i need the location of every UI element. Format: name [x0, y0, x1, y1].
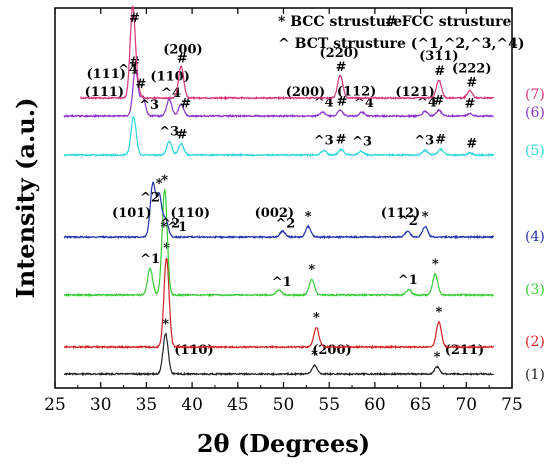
peak-label: (211): [445, 343, 484, 358]
peak-label: #: [336, 60, 347, 75]
peak-label: ^2: [140, 191, 160, 206]
peak-label: #: [435, 132, 446, 147]
peak-label: *^1: [160, 220, 187, 235]
peak-label: #: [135, 77, 146, 92]
peak-label: (110): [171, 206, 210, 221]
peak-label: (311): [419, 49, 458, 64]
peak-label: ^3: [414, 134, 434, 149]
x-tick-label: 40: [181, 395, 203, 415]
peak-label: *: [305, 210, 312, 225]
peak-label: *: [435, 305, 442, 320]
x-tick-label: 75: [501, 395, 523, 415]
peak-label: *: [156, 176, 163, 191]
x-tick-label: 65: [410, 395, 432, 415]
peak-label: (200): [286, 85, 325, 100]
peak-label: *: [434, 350, 441, 365]
series-line-2: [63, 257, 495, 350]
series-line-4: [63, 181, 495, 240]
x-tick-label: 30: [90, 395, 112, 415]
series-line-6: [63, 68, 494, 119]
peak-label: #: [129, 11, 140, 26]
x-tick-label: 60: [364, 395, 386, 415]
series-label-6: (6): [525, 105, 545, 121]
peak-label: #: [129, 55, 140, 70]
x-tick-label: 25: [44, 395, 66, 415]
peak-label: #: [433, 93, 444, 108]
peak-label: #: [466, 75, 477, 90]
peak-label: *: [161, 173, 168, 188]
peak-label: (112): [381, 206, 420, 221]
peak-label: (110): [174, 343, 213, 358]
peak-label: (200): [163, 43, 202, 58]
x-tick-label: 45: [227, 395, 249, 415]
peak-label: ^4: [354, 96, 374, 111]
peak-label: ^1: [140, 252, 160, 267]
series-line-5: [63, 115, 495, 158]
peak-label: ^4: [417, 95, 437, 110]
peak-label: ^3: [139, 98, 159, 113]
series-label-2: (2): [525, 334, 545, 350]
peak-label: ^3: [159, 125, 179, 140]
peak-label: ^1: [272, 275, 292, 290]
series-label-5: (5): [525, 143, 545, 159]
peak-label: #: [336, 132, 347, 147]
series-line-1: [63, 332, 494, 377]
peak-label: ^1: [398, 273, 418, 288]
peak-label: (101): [112, 206, 151, 221]
peak-label: (112): [337, 85, 376, 100]
peak-label: (111): [85, 85, 124, 100]
peak-label: #: [177, 127, 188, 142]
peak-label: #: [466, 137, 477, 152]
series-label-3: (3): [525, 282, 545, 298]
peak-label: *: [422, 210, 429, 225]
series-label-1: (1): [525, 367, 545, 383]
peak-label: *: [308, 262, 315, 277]
peak-label: #: [465, 97, 476, 112]
peak-label: (222): [452, 61, 491, 76]
peak-label: ^2: [398, 214, 418, 229]
peak-label: ^4: [118, 63, 138, 78]
peak-label: #: [337, 95, 348, 110]
series-line-7: [80, 5, 495, 101]
peak-label: #: [434, 64, 445, 79]
peak-label: ^3: [352, 134, 372, 149]
peak-label: *: [163, 241, 170, 256]
peak-label: ^2: [275, 217, 295, 232]
y-axis-label: Intensity (a.u.): [11, 98, 40, 299]
x-tick-label: 55: [318, 395, 340, 415]
x-axis-label: 2θ (Degrees): [197, 429, 370, 458]
series-label-4: (4): [525, 229, 545, 245]
legend-bcc: * BCC strusture: [278, 14, 403, 30]
peak-label: *: [162, 317, 169, 332]
peak-label: ^2: [160, 216, 180, 231]
peak-label: (200): [312, 343, 351, 358]
peak-label: ^3: [314, 133, 334, 148]
peak-label: *: [313, 310, 320, 325]
x-tick-label: 70: [455, 395, 477, 415]
peak-label: (220): [320, 46, 359, 61]
legend-fcc: # FCC strusture: [385, 14, 512, 30]
x-tick-label: 50: [273, 395, 295, 415]
peak-label: #: [177, 51, 188, 66]
peak-label: *: [311, 348, 318, 363]
peak-label: (110): [150, 70, 189, 85]
series-line-3: [63, 189, 494, 298]
peak-label: (111): [86, 67, 125, 82]
legend-bct: ^ BCT strusture (^1,^2,^3,^4): [278, 36, 525, 52]
peak-label: (002): [255, 206, 294, 221]
series-label-7: (7): [525, 87, 545, 103]
peak-label: #: [180, 97, 191, 112]
peak-label: *: [432, 257, 439, 272]
peak-label: (121): [395, 85, 434, 100]
x-tick-label: 35: [136, 395, 158, 415]
